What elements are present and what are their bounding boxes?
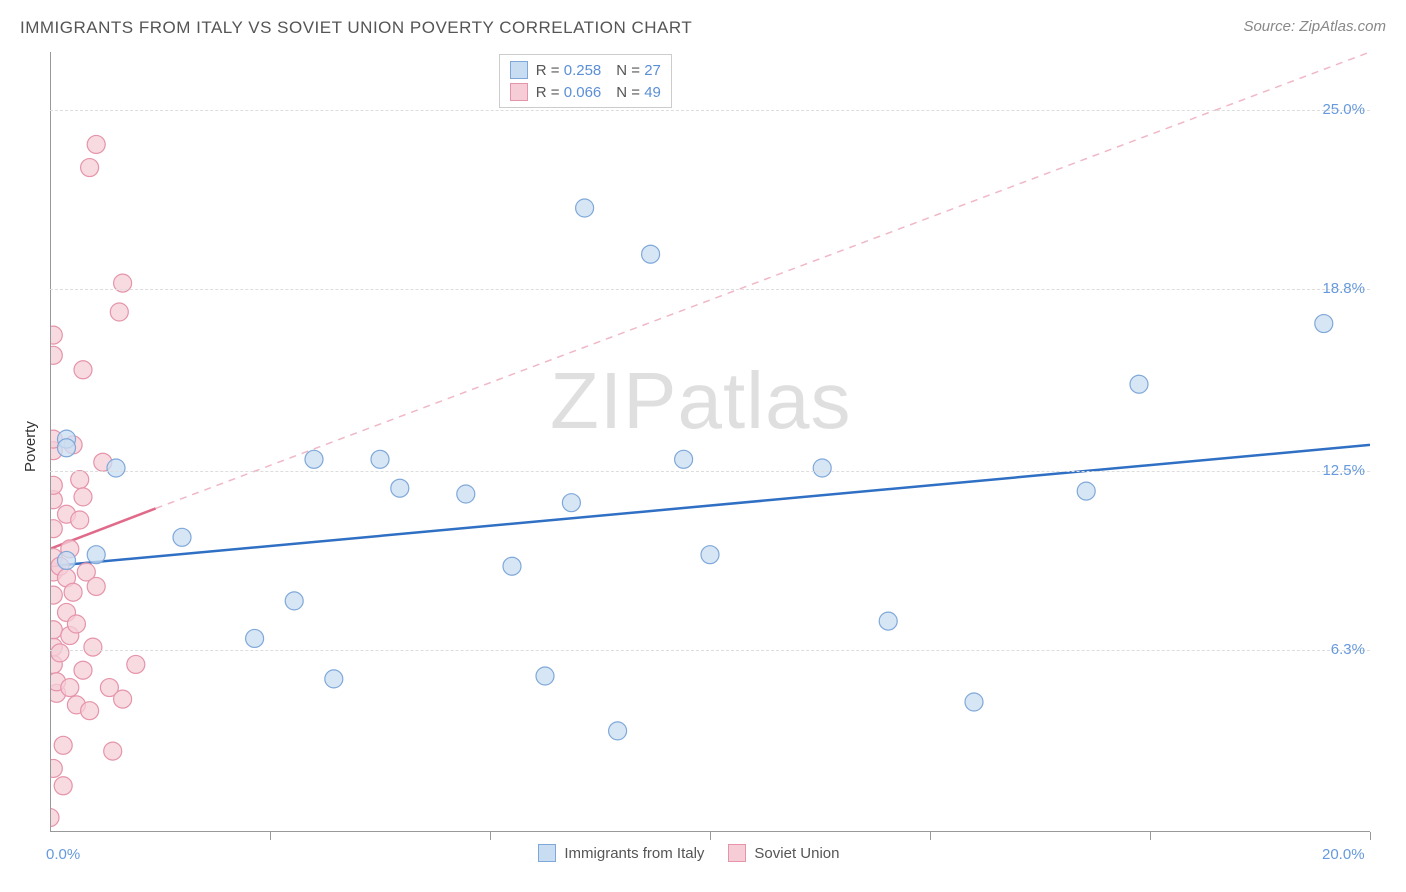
correlation-legend: R = 0.258 N = 27 R = 0.066 N = 49	[499, 54, 672, 108]
scatter-svg	[50, 52, 1370, 832]
y-axis-label: Poverty	[22, 421, 39, 472]
y-tick-label: 6.3%	[1310, 641, 1365, 658]
legend-item-soviet: Soviet Union	[728, 844, 839, 862]
legend-label: Immigrants from Italy	[564, 845, 704, 862]
y-tick-label: 12.5%	[1310, 462, 1365, 479]
y-tick-label: 18.8%	[1310, 280, 1365, 297]
legend-swatch	[538, 844, 556, 862]
legend-swatch	[728, 844, 746, 862]
plot-area: ZIPatlas	[50, 52, 1370, 832]
x-tick-label: 20.0%	[1322, 846, 1365, 863]
x-tick-label: 0.0%	[46, 846, 80, 863]
chart-title: IMMIGRANTS FROM ITALY VS SOVIET UNION PO…	[20, 18, 692, 38]
legend-item-italy: Immigrants from Italy	[538, 844, 704, 862]
legend-label: Soviet Union	[754, 845, 839, 862]
legend-row-italy: R = 0.258 N = 27	[510, 59, 661, 81]
legend-stats: R = 0.066 N = 49	[536, 84, 661, 101]
legend-swatch	[510, 83, 528, 101]
series-legend: Immigrants from Italy Soviet Union	[538, 844, 839, 862]
legend-stats: R = 0.258 N = 27	[536, 62, 661, 79]
legend-swatch	[510, 61, 528, 79]
legend-row-soviet: R = 0.066 N = 49	[510, 81, 661, 103]
source-label: Source: ZipAtlas.com	[1243, 18, 1386, 35]
y-tick-label: 25.0%	[1310, 101, 1365, 118]
